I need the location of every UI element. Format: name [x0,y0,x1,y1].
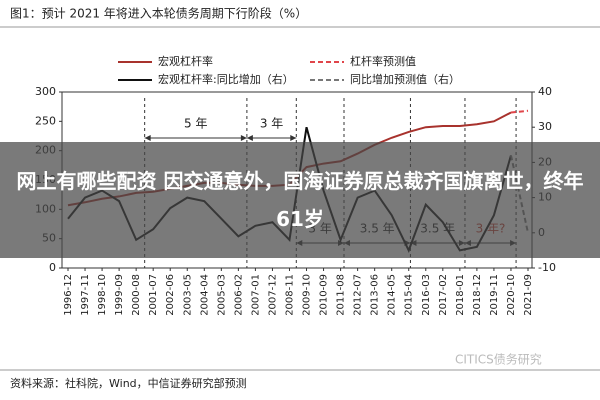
legend-label: 杠杆率预测值 [350,54,416,68]
arrow-head [246,135,297,141]
legend-label: 宏观杠杆率:同比增加（右） [158,72,294,86]
x-tick-label: 1997-11 [80,274,91,316]
x-tick-label: 2000-08 [131,274,142,316]
x-tick-label: 2008-11 [284,274,295,316]
x-tick-label: 2007-12 [267,274,278,316]
x-tick-label: 2015-04 [404,274,415,316]
legend-label: 同比增加预测值（右） [350,72,460,86]
watermark: CITICS债务研究 [455,352,542,367]
x-tick-label: 1998-10 [97,274,108,316]
y-tick-label: 300 [35,85,56,98]
x-tick-label: 2016-03 [421,274,432,316]
y-tick-label: 250 [35,114,56,127]
y-tick-label: 0 [49,261,56,274]
series-line [510,109,529,114]
x-tick-label: 2004-04 [199,274,210,316]
x-tick-label: 2013-06 [370,274,381,316]
x-tick-label: 2018-01 [455,274,466,316]
annotation: 5 年 [184,117,207,131]
x-tick-label: 2017-02 [438,274,449,316]
x-tick-label: 2001-07 [148,274,159,316]
y2-tick-label: 40 [538,85,552,98]
source: 资料来源：社科院，Wind，中信证券研究部预测 [10,376,247,390]
x-tick-label: 1996-12 [63,274,74,316]
x-tick-label: 2011-08 [336,274,347,316]
x-tick-label: 2006-02 [233,274,244,316]
overlay-caption: 网上有哪些配资 因交通意外，国海证券原总裁齐国旗离世，终年61岁 [0,142,600,258]
x-tick-label: 2005-03 [216,274,227,316]
x-tick-label: 2014-05 [387,274,398,316]
x-tick-label: 2007-01 [250,274,261,316]
x-tick-label: 1999-09 [114,274,125,316]
x-tick-label: 2021-09 [523,274,534,316]
y2-tick-label: 30 [538,120,552,133]
x-tick-label: 2012-07 [353,274,364,316]
legend-label: 宏观杠杆率 [158,54,213,68]
x-tick-label: 2009-10 [302,274,313,316]
x-tick-label: 2002-06 [165,274,176,316]
chart-title: 图1：预计 2021 年将进入本轮债务周期下行阶段（%） [10,6,307,21]
x-tick-label: 2019-11 [489,274,500,316]
x-tick-label: 2010-09 [319,274,330,316]
x-tick-label: 2018-12 [472,274,483,316]
x-tick-label: 2020-10 [506,274,517,316]
annotation: 3 年 [260,117,283,131]
y2-tick-label: -10 [538,261,556,274]
x-tick-label: 2003-05 [182,274,193,316]
